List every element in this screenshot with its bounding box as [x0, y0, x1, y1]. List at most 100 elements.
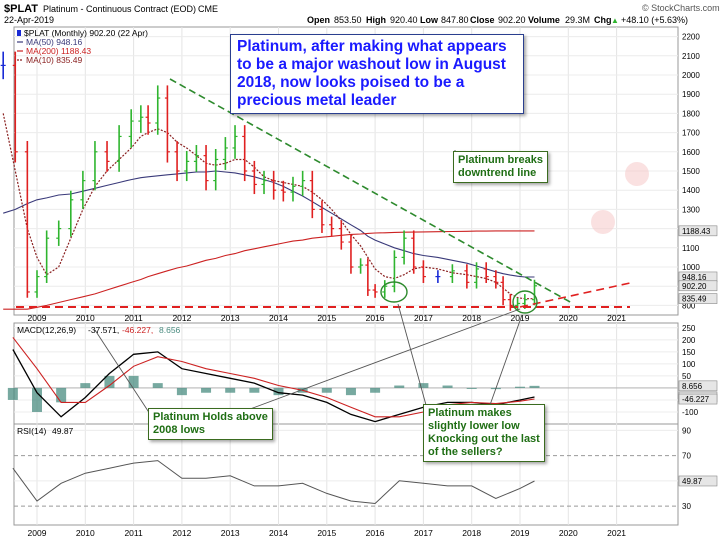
- exchange-label: CME: [198, 4, 218, 14]
- price-x-tick: 2014: [269, 313, 288, 323]
- macd-y-axis: 250200150100500-50-1008.656-37.571-46.22…: [678, 324, 718, 417]
- close-label: Close: [470, 15, 495, 25]
- legend-ma10: MA(10) 835.49: [26, 55, 82, 65]
- price-badge-box: [678, 293, 718, 304]
- rsi-y-axis: 9070503049.87: [678, 426, 718, 511]
- holds-2008-lows-callout: Platinum Holds above 2008 lows: [148, 408, 273, 440]
- low-2018-circle: [512, 290, 538, 314]
- holds-pointer-2008: [94, 329, 151, 415]
- ma-line-MA50: [3, 170, 535, 278]
- holds-pointer-2018: [241, 308, 521, 413]
- macd-histogram-bar: [225, 387, 236, 393]
- decor-circle-1: [625, 162, 649, 186]
- open-value: 853.50: [334, 15, 362, 25]
- bottom-x-tick: 2017: [414, 528, 433, 538]
- macd-series-signal: [12, 337, 535, 418]
- macd-histogram-bar: [515, 386, 525, 388]
- price-bars: [0, 51, 537, 311]
- bottom-x-tick: 2019: [511, 528, 530, 538]
- open-label: Open: [307, 15, 330, 25]
- instrument-name: Platinum - Continuous Contract (EOD): [43, 4, 196, 14]
- close-value: 902.20: [498, 15, 526, 25]
- macd-histogram-bar: [56, 387, 67, 403]
- bottom-x-tick: 2014: [269, 528, 288, 538]
- legend-macd-v2: -46.227,: [122, 325, 153, 335]
- price-y-tick: 1800: [682, 109, 700, 118]
- macd-badge-box: [678, 393, 718, 405]
- macd-histogram-bar: [249, 387, 260, 393]
- bottom-x-tick: 2013: [221, 528, 240, 538]
- price-x-tick: 2017: [414, 313, 433, 323]
- price-x-tick: 2020: [559, 313, 578, 323]
- bottom-x-tick: 2018: [462, 528, 481, 538]
- macd-histogram-bar: [442, 385, 453, 388]
- change-up-icon: ▲: [611, 16, 619, 25]
- bottom-x-tick: 2012: [172, 528, 191, 538]
- price-x-tick: 2021: [607, 313, 626, 323]
- macd-histogram-bar: [128, 375, 139, 388]
- macd-histogram-bar: [80, 383, 91, 388]
- volume-value: 29.3M: [565, 15, 590, 25]
- rsi-series: [12, 460, 535, 505]
- headline-annotation: Platinum, after making what appears to b…: [230, 34, 524, 114]
- macd-y-tick: 100: [682, 360, 696, 369]
- macd-histogram-bar: [7, 387, 18, 400]
- legend-price: $PLAT (Monthly) 902.20 (22 Apr): [24, 28, 148, 38]
- price-badge-box: [678, 225, 718, 237]
- brand-watermark: © StockCharts.com: [642, 3, 720, 13]
- high-value: 920.40: [390, 15, 418, 25]
- bottom-x-tick: 2011: [124, 528, 143, 538]
- price-badge-text: 902.20: [682, 282, 707, 291]
- legend-swatch-price: [17, 30, 21, 36]
- legend-ma200: MA(200) 1188.43: [26, 46, 91, 56]
- macd-histogram: [7, 375, 678, 412]
- decor-circle-2: [591, 210, 615, 234]
- price-y-tick: 1500: [682, 167, 700, 176]
- bottom-x-tick: 2021: [607, 528, 626, 538]
- price-x-tick: 2009: [28, 313, 47, 323]
- macd-histogram-bar: [418, 383, 429, 388]
- macd-y-tick: 200: [682, 336, 696, 345]
- macd-histogram-bar: [321, 387, 332, 393]
- macd-y-tick: -100: [682, 408, 699, 417]
- macd-series-macd: [12, 349, 535, 423]
- bottom-x-tick: 2015: [317, 528, 336, 538]
- price-y-tick: 2100: [682, 52, 700, 61]
- ma-line-MA10: [2, 113, 535, 300]
- macd-histogram-bar: [394, 385, 405, 388]
- price-y-tick: 1600: [682, 148, 700, 157]
- legend-macd-v1: -37.571,: [88, 325, 119, 335]
- macd-histogram-bar: [176, 387, 187, 396]
- macd-y-tick: 150: [682, 348, 696, 357]
- volume-label: Volume: [528, 15, 560, 25]
- macd-badge-text: 8.656: [682, 382, 703, 391]
- macd-y-tick: 250: [682, 324, 696, 333]
- rsi-y-tick: 90: [682, 426, 691, 435]
- legend-macd-label: MACD(12,26,9): [17, 325, 76, 335]
- macd-histogram-bar: [32, 387, 42, 412]
- price-x-tick: 2010: [76, 313, 95, 323]
- macd-histogram-bar: [466, 387, 477, 389]
- price-y-tick: 1900: [682, 90, 700, 99]
- price-x-tick: 2016: [366, 313, 385, 323]
- moving-averages: [2, 113, 535, 310]
- macd-legend: MACD(12,26,9) -37.571, -46.227, 8.656: [17, 325, 181, 335]
- price-x-tick: 2012: [172, 313, 191, 323]
- rsi-badge-box: [678, 475, 718, 487]
- high-label: High: [366, 15, 386, 25]
- price-y-tick: 1700: [682, 129, 700, 138]
- uptrend-line: [519, 282, 631, 308]
- rsi-line: [12, 460, 535, 505]
- price-x-tick: 2018: [462, 313, 481, 323]
- bottom-x-tick: 2010: [76, 528, 95, 538]
- macd-histogram-bar: [152, 383, 163, 388]
- legend-macd-v3: 8.656: [159, 325, 181, 335]
- ma-line-MA200: [3, 230, 535, 310]
- price-legend: $PLAT (Monthly) 902.20 (22 Apr) MA(50) 9…: [17, 28, 148, 65]
- macd-histogram-bar: [345, 387, 356, 396]
- symbol-title: $PLAT: [4, 3, 38, 15]
- low-2016-circle: [380, 281, 408, 303]
- macd-badge-text: -46.227: [682, 395, 710, 404]
- legend-ma50: MA(50) 948.16: [26, 37, 82, 47]
- price-y-tick: 2000: [682, 71, 700, 80]
